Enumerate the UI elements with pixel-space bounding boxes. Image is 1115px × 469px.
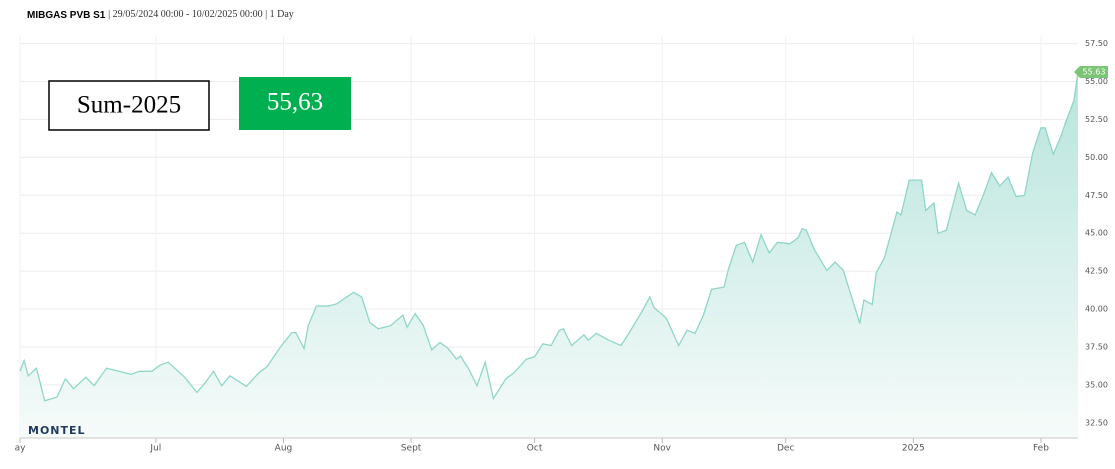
x-tick-label: 2025	[902, 444, 925, 454]
y-tick-label: 40.00	[1085, 305, 1108, 314]
x-tick-label: Nov	[653, 444, 671, 454]
x-tick-label: Jul	[149, 444, 161, 454]
chart-title: MIBGAS PVB S1	[27, 10, 106, 21]
y-tick-label: 42.50	[1085, 267, 1108, 276]
y-tick-label: 47.50	[1085, 191, 1108, 200]
plot	[19, 71, 1079, 439]
area-fill	[20, 72, 1078, 438]
x-tick-label: Feb	[1033, 444, 1049, 454]
product-label: Sum-2025	[77, 92, 181, 119]
price-box	[239, 77, 351, 130]
x-tick-label: ay	[15, 444, 27, 454]
y-tick-label: 55.00	[1085, 77, 1108, 86]
y-tick-label: 57.50	[1085, 39, 1108, 48]
y-tick-label: 52.50	[1085, 115, 1108, 124]
last-price-tag	[1074, 65, 1108, 78]
x-tick-label: Oct	[527, 444, 543, 454]
y-tick-label: 50.00	[1085, 153, 1108, 162]
last-price-label: 55.63	[1083, 67, 1106, 76]
y-tick-label: 32.50	[1085, 418, 1108, 427]
x-tick-label: Aug	[275, 444, 293, 454]
y-tick-label: 35.00	[1085, 380, 1108, 389]
price-line	[19, 71, 1079, 402]
logo: MONTEL	[28, 424, 86, 437]
chart-subtitle: | 29/05/2024 00:00 - 10/02/2025 00:00 | …	[108, 9, 294, 20]
y-tick-label: 37.50	[1085, 342, 1108, 351]
x-tick-label: Dec	[777, 444, 794, 454]
chart-header: MIBGAS PVB S1 | 29/05/2024 00:00 - 10/02…	[27, 9, 294, 20]
product-box	[48, 80, 210, 131]
axes: 32.50 35.00 37.50 40.00 42.50 45.00 47.50 50.00…	[15, 39, 1108, 454]
price-label: 55,63	[267, 89, 323, 116]
x-tick-label: Sept	[401, 444, 422, 454]
y-tick-label: 45.00	[1085, 229, 1108, 238]
